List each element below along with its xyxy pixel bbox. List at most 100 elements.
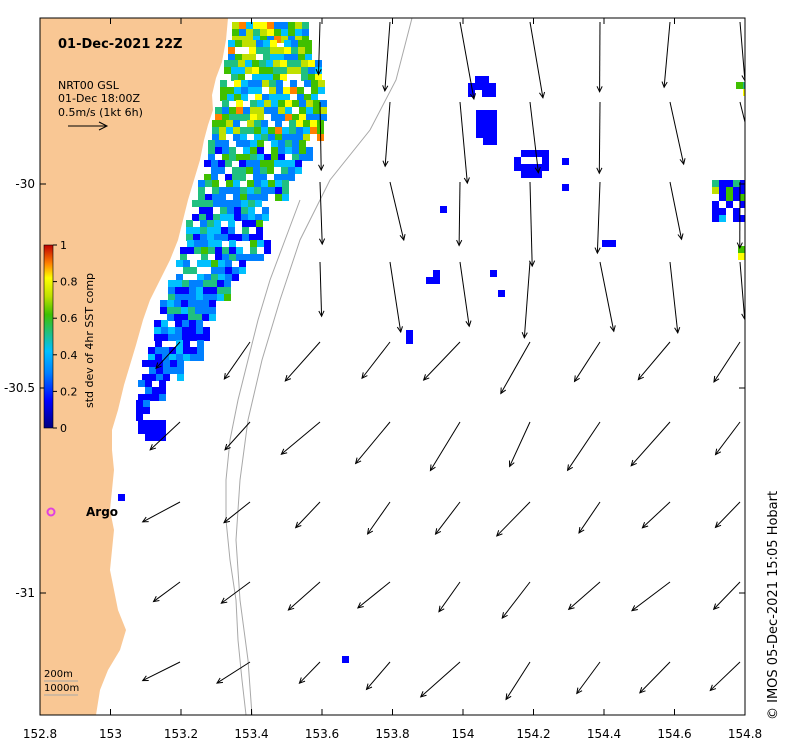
sst-pixel [260, 167, 267, 174]
sst-pixel [214, 220, 221, 227]
sst-pixel [255, 200, 262, 207]
sst-pixel [315, 74, 322, 81]
sst-pixel [253, 36, 260, 43]
time-label: 01-Dec 18:00Z [58, 92, 140, 105]
sst-pixel [250, 100, 257, 107]
sst-pixel [229, 254, 236, 261]
sst-pixel [224, 60, 231, 67]
current-arrow [422, 341, 461, 381]
sst-pixel [248, 80, 255, 87]
sst-pixel [291, 40, 298, 47]
source-label: NRT00 GSL [58, 79, 120, 92]
sst-pixel [206, 200, 213, 207]
sst-pixel [270, 54, 277, 61]
sst-pixel [232, 174, 239, 181]
sst-pixel [247, 120, 254, 127]
sst-pixel [535, 164, 542, 171]
sst-pixel [257, 107, 264, 114]
sst-pixel [176, 347, 183, 354]
sst-pixel [273, 74, 280, 81]
sst-pixel [248, 207, 255, 214]
colorbar-tick-label: 0.2 [60, 385, 78, 398]
sst-pixel [217, 287, 224, 294]
sst-pixel [257, 254, 264, 261]
sst-pixel [159, 394, 166, 401]
sst-pixel [239, 174, 246, 181]
sst-pixel [170, 367, 177, 374]
sst-pixel [289, 134, 296, 141]
sst-pixel [320, 100, 327, 107]
sst-pixel [285, 147, 292, 154]
sst-pixel [204, 160, 211, 167]
sst-pixel [313, 107, 320, 114]
sst-pixel [205, 180, 212, 187]
sst-pixel [302, 29, 309, 36]
current-arrow [631, 581, 671, 612]
sst-pixel [281, 22, 288, 29]
sst-pixel [440, 206, 447, 213]
sst-pixel [247, 187, 254, 194]
sst-pixel [302, 22, 309, 29]
sst-pixel [246, 167, 253, 174]
sst-pixel [176, 340, 183, 347]
sst-pixel [229, 240, 236, 247]
sst-pixel [161, 334, 168, 341]
sst-pixel [288, 29, 295, 36]
sst-pixel [202, 300, 209, 307]
sst-pixel [168, 294, 175, 301]
sst-pixel [203, 334, 210, 341]
sst-pixel [138, 427, 145, 434]
sst-pixel [152, 420, 159, 427]
sst-pixel [227, 87, 234, 94]
sst-pixel [232, 29, 239, 36]
sst-pixel [218, 160, 225, 167]
current-arrow [713, 341, 741, 383]
sst-pixel [475, 76, 482, 83]
sst-pixel [169, 354, 176, 361]
sst-pixel [143, 400, 150, 407]
sst-pixel [482, 90, 489, 97]
x-tick-label: 154.4 [587, 727, 621, 741]
x-tick-label: 153.2 [164, 727, 198, 741]
sst-pixel [249, 40, 256, 47]
sst-pixel [161, 327, 168, 334]
sst-pixel [521, 164, 528, 171]
sst-pixel [433, 270, 440, 277]
current-arrow [669, 101, 686, 166]
sst-pixel [242, 227, 249, 234]
sst-pixel [233, 134, 240, 141]
sst-pixel [159, 427, 166, 434]
sst-pixel [233, 120, 240, 127]
sst-pixel [267, 29, 274, 36]
current-arrow [736, 181, 743, 250]
sst-pixel [260, 36, 267, 43]
sst-pixel [260, 29, 267, 36]
sst-pixel [242, 40, 249, 47]
sst-pixel [253, 22, 260, 29]
sst-pixel [196, 327, 203, 334]
y-tick-label: -30.5 [4, 381, 35, 395]
current-arrow [152, 581, 181, 603]
sst-pixel [196, 294, 203, 301]
sst-pixel [294, 67, 301, 74]
sst-pixel [292, 147, 299, 154]
argo-float-marker [46, 507, 56, 517]
sst-pixel [206, 207, 213, 214]
sst-pixel [733, 180, 740, 187]
sst-pixel [180, 247, 187, 254]
x-tick-label: 154.2 [516, 727, 550, 741]
sst-pixel [406, 337, 413, 344]
sst-pixel [236, 140, 243, 147]
sst-pixel [154, 327, 161, 334]
sst-pixel [719, 215, 726, 222]
current-arrow [149, 421, 181, 451]
sst-pixel [261, 180, 268, 187]
sst-pixel [211, 260, 218, 267]
current-arrow [459, 101, 470, 185]
sst-pixel [207, 220, 214, 227]
sst-pixel [275, 120, 282, 127]
sst-pixel [218, 167, 225, 174]
sst-pixel [229, 147, 236, 154]
sst-pixel [264, 107, 271, 114]
isobath-1000m [235, 18, 413, 715]
